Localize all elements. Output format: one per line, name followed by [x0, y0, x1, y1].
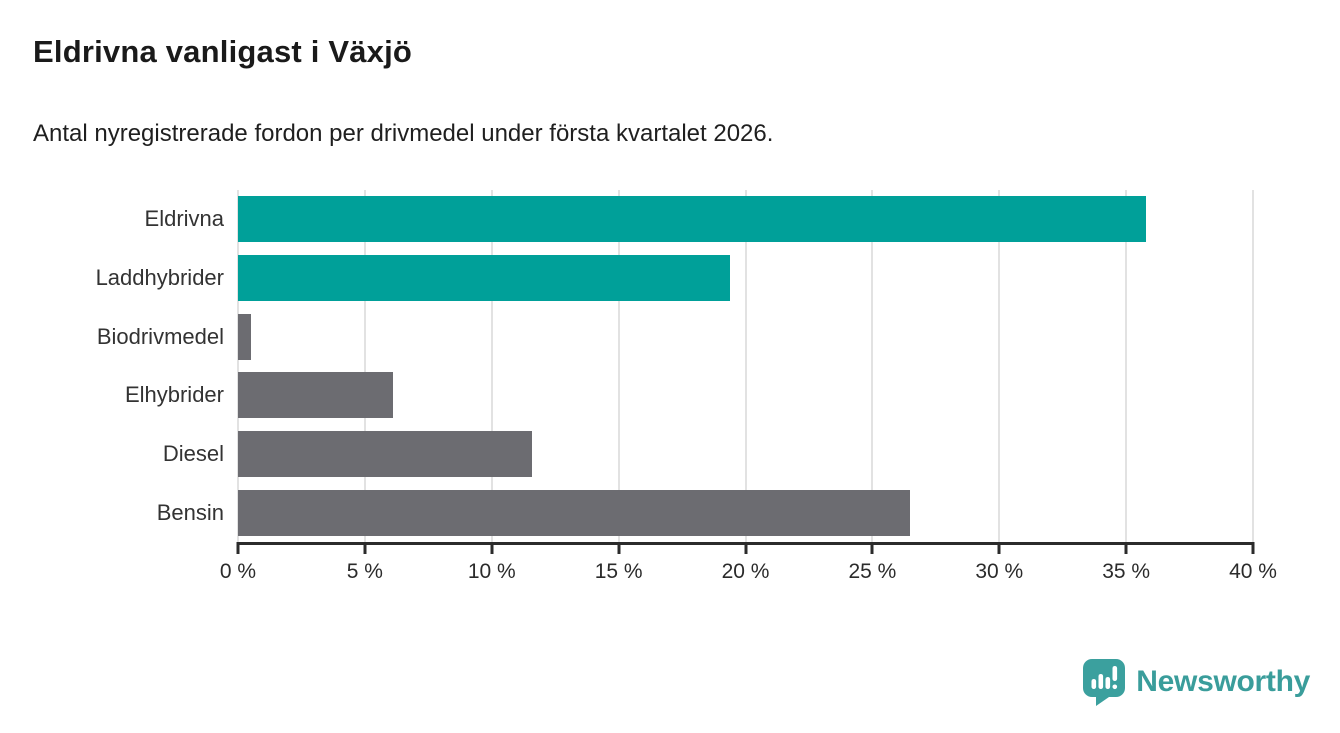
x-tick-label: 40 % [1229, 560, 1277, 583]
category-label: Bensin [156, 499, 224, 525]
tick-mark [997, 542, 1001, 554]
bar-laddhybrider [238, 255, 731, 301]
category-label: Biodrivmedel [96, 323, 224, 349]
gridline [871, 190, 874, 542]
tick-mark [744, 542, 747, 554]
category-label: Diesel [162, 440, 224, 466]
chart-subtitle: Antal nyregistrerade fordon per drivmede… [33, 120, 774, 147]
x-tick-label: 0 % [219, 560, 257, 583]
x-tick-label: 30 % [975, 560, 1024, 583]
tick-mark [1124, 542, 1128, 554]
gridline [998, 190, 1001, 542]
tick-mark [236, 542, 240, 554]
gridline [744, 190, 747, 542]
x-tick-label: 10 % [467, 560, 516, 583]
newsworthy-logo-icon [1083, 659, 1126, 706]
bar-elhybrider [238, 372, 393, 419]
category-label: Elhybrider [124, 382, 224, 408]
x-tick-label: 15 % [594, 560, 643, 583]
x-tick-label: 35 % [1102, 560, 1151, 583]
category-label: Laddhybrider [95, 264, 224, 290]
category-axis-labels: Eldrivna Laddhybrider Biodrivmedel Elhybrid… [0, 190, 224, 542]
bar-bensin [238, 489, 911, 536]
gridline [237, 190, 239, 542]
bar-biodrivmedel [238, 313, 251, 360]
tick-mark [1251, 542, 1255, 554]
gridline [363, 190, 366, 542]
x-tick-label: 25 % [848, 560, 897, 583]
gridline [1125, 190, 1128, 542]
x-tick-label: 5 % [346, 560, 383, 583]
gridline [490, 190, 493, 542]
tick-mark [490, 542, 494, 554]
plot-area: 0 % 5 % 10 % 15 % 20 % 25 % 30 % 35 % 40 % [220, 190, 1277, 583]
bar-diesel [238, 431, 533, 477]
gridline [1252, 190, 1254, 542]
brand-name: Newsworthy [1136, 665, 1310, 698]
chart-title: Eldrivna vanligast i Växjö [33, 34, 413, 69]
tick-mark [870, 542, 874, 554]
tick-mark [363, 542, 367, 554]
category-label: Eldrivna [144, 206, 224, 232]
bar-eldrivna [238, 196, 1147, 243]
tick-mark [617, 542, 621, 554]
gridline [617, 190, 620, 542]
brand-footer: Newsworthy [1082, 658, 1310, 706]
x-tick-label: 20 % [721, 560, 770, 583]
